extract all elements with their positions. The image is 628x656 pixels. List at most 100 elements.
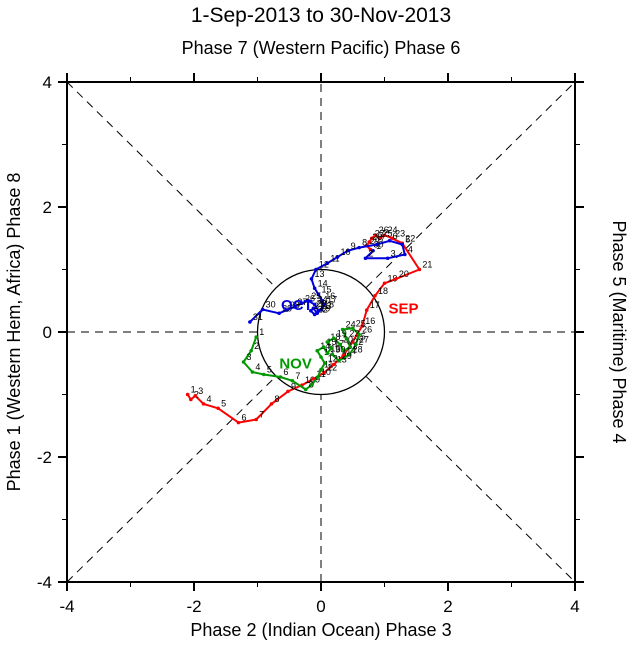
day-point-nov-21 [342, 348, 346, 353]
day-point-sep-27 [370, 236, 374, 241]
day-label-oct-26: 26 [305, 293, 315, 303]
day-label-oct-8: 8 [362, 238, 367, 248]
day-label-nov-13: 13 [324, 347, 334, 357]
y-tick-label: 4 [43, 73, 52, 92]
day-point-oct-30 [260, 307, 265, 312]
day-point-sep-6 [236, 420, 241, 425]
day-label-nov-4: 4 [255, 362, 260, 372]
day-label-sep-6: 6 [241, 413, 246, 423]
day-point-nov-24 [340, 327, 345, 332]
day-point-nov-3 [241, 360, 246, 364]
x-tick-label: 2 [443, 597, 452, 616]
day-label-oct-23: 23 [321, 301, 331, 311]
day-point-sep-26 [373, 233, 378, 237]
day-label-oct-24: 24 [318, 295, 328, 305]
day-point-oct-28 [284, 308, 289, 312]
y-tick-label: -4 [37, 573, 52, 592]
day-point-nov-14 [315, 348, 319, 353]
day-label-nov-25: 25 [356, 318, 366, 328]
day-point-nov-25 [350, 326, 355, 331]
day-point-sep-18 [373, 293, 377, 298]
day-label-oct-20: 20 [316, 298, 326, 308]
day-label-oct-10: 10 [341, 247, 351, 257]
day-label-sep-5: 5 [221, 398, 226, 408]
day-point-oct-5 [400, 242, 405, 247]
day-label-oct-4: 4 [408, 245, 413, 255]
day-label-oct-7: 7 [380, 235, 385, 245]
day-point-oct-26 [300, 301, 304, 306]
day-label-oct-5: 5 [405, 235, 410, 245]
day-point-sep-21 [417, 267, 422, 272]
day-label-nov-3: 3 [247, 352, 252, 362]
day-label-oct-28: 28 [290, 300, 300, 310]
day-label-sep-27: 27 [375, 228, 385, 238]
day-point-nov-8 [303, 387, 308, 392]
day-point-nov-9 [310, 382, 314, 387]
day-point-sep-12 [322, 370, 326, 375]
day-point-oct-1 [371, 248, 375, 253]
day-point-sep-25 [377, 236, 382, 241]
day-point-oct-17 [322, 302, 326, 307]
day-label-nov-20: 20 [343, 335, 353, 345]
day-label-sep-7: 7 [259, 410, 264, 420]
day-point-sep-8 [269, 402, 274, 406]
day-label-nov-1: 1 [259, 327, 264, 337]
month-label-sep: SEP [389, 300, 419, 317]
y-tick-label: -2 [37, 448, 52, 467]
day-point-sep-23 [390, 236, 394, 241]
day-point-nov-16 [325, 351, 330, 356]
day-label-oct-19: 19 [320, 303, 330, 313]
day-label-sep-17: 17 [370, 300, 380, 310]
day-point-sep-2 [189, 397, 193, 402]
day-label-oct-12: 12 [319, 260, 329, 270]
day-label-sep-15: 15 [356, 331, 366, 341]
day-point-oct-24 [312, 302, 317, 307]
day-label-nov-16: 16 [330, 343, 340, 353]
day-label-oct-11: 11 [330, 253, 339, 263]
day-point-nov-17 [329, 346, 333, 351]
day-point-oct-13 [309, 277, 314, 281]
day-point-sep-3 [193, 393, 198, 398]
day-label-sep-19: 19 [388, 273, 398, 283]
day-point-oct-7 [375, 242, 379, 247]
day-point-nov-13 [319, 355, 323, 359]
day-point-nov-4 [250, 370, 255, 374]
day-point-sep-17 [364, 308, 369, 312]
day-point-nov-2 [249, 348, 253, 353]
day-point-sep-15 [350, 339, 355, 344]
day-label-nov-12: 12 [328, 353, 338, 363]
day-point-oct-2 [363, 256, 368, 261]
day-point-oct-3 [385, 256, 390, 261]
day-point-nov-19 [331, 336, 336, 341]
day-label-oct-22: 22 [318, 305, 328, 315]
day-point-oct-31 [248, 320, 252, 324]
day-point-oct-22 [312, 312, 317, 317]
day-point-nov-20 [338, 342, 342, 347]
day-point-oct-29 [277, 311, 281, 316]
day-label-sep-10: 10 [305, 375, 315, 385]
day-label-oct-21: 21 [314, 301, 324, 311]
day-label-sep-3: 3 [198, 386, 203, 396]
day-label-nov-6: 6 [283, 367, 288, 377]
day-label-oct-14: 14 [318, 278, 328, 288]
day-point-oct-27 [292, 305, 297, 309]
day-point-nov-23 [344, 336, 349, 341]
day-point-sep-11 [311, 377, 316, 381]
axis-label-right: Phase 5 (Maritime) Phase 4 [609, 220, 628, 443]
day-label-oct-13: 13 [314, 269, 324, 279]
day-label-oct-9: 9 [351, 241, 356, 251]
day-point-sep-7 [254, 417, 259, 422]
day-point-sep-13 [331, 362, 336, 367]
day-point-nov-28 [347, 352, 352, 357]
day-label-nov-21: 21 [347, 341, 357, 351]
day-point-nov-26 [357, 332, 361, 337]
day-label-oct-16: 16 [325, 291, 335, 301]
day-label-sep-9: 9 [291, 381, 296, 391]
day-point-nov-15 [321, 345, 326, 349]
day-label-sep-1: 1 [191, 385, 196, 395]
day-label-nov-5: 5 [267, 365, 272, 375]
day-point-oct-9 [345, 248, 350, 253]
day-point-nov-11 [319, 367, 323, 372]
day-label-nov-11: 11 [324, 360, 333, 370]
